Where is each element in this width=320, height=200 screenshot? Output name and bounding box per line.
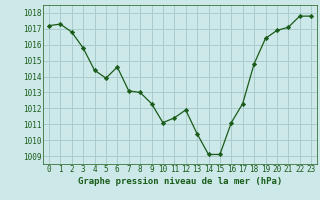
- X-axis label: Graphe pression niveau de la mer (hPa): Graphe pression niveau de la mer (hPa): [78, 177, 282, 186]
